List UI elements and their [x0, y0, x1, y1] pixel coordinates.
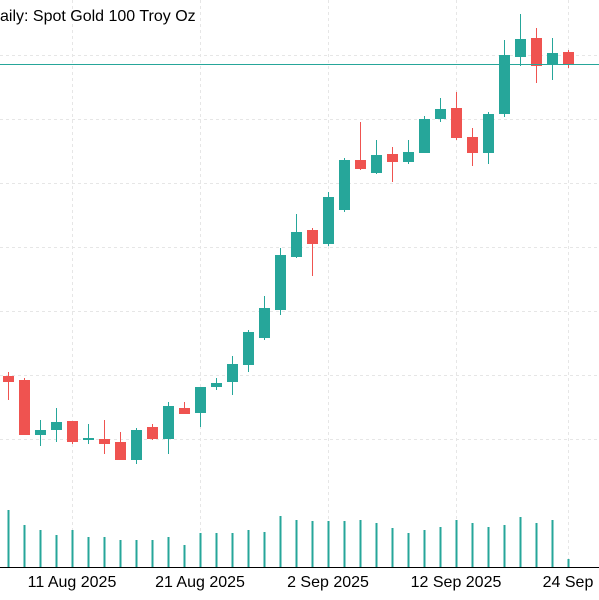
x-tick-label: 2 Sep 2025	[287, 574, 369, 591]
candle-body	[355, 160, 366, 169]
candle-body	[483, 114, 494, 153]
candle-body	[515, 39, 526, 57]
candle-body	[243, 332, 254, 365]
candle-body	[339, 160, 350, 210]
candle-body	[387, 154, 398, 162]
candle-body	[51, 422, 62, 430]
candle-body	[403, 152, 414, 162]
candle-body	[435, 109, 446, 119]
candle-body	[83, 438, 94, 440]
candle-body	[195, 387, 206, 413]
candle-body	[307, 230, 318, 244]
candle-body	[291, 232, 302, 257]
candle-body	[67, 421, 78, 442]
candle-body	[3, 376, 14, 382]
candle-body	[227, 364, 238, 382]
candle-body	[19, 380, 30, 435]
candle-body	[131, 430, 142, 460]
candle-body	[499, 55, 510, 114]
candle-body	[419, 119, 430, 153]
x-tick-label: 21 Aug 2025	[155, 574, 245, 591]
candle-body	[371, 155, 382, 173]
candle-body	[467, 137, 478, 153]
candle-body	[115, 442, 126, 460]
candle-body	[323, 197, 334, 244]
candle-body	[147, 427, 158, 439]
candle-body	[99, 439, 110, 444]
candle-body	[35, 430, 46, 435]
candle-body	[275, 255, 286, 310]
x-tick-label: 24 Sep	[543, 574, 594, 591]
x-tick-label: 11 Aug 2025	[28, 574, 117, 591]
candle-body	[563, 52, 574, 65]
chart-title: aily: Spot Gold 100 Troy Oz	[0, 8, 196, 25]
candle-body	[179, 408, 190, 414]
candle-body	[531, 38, 542, 66]
candle-body	[163, 406, 174, 439]
candle-body	[259, 308, 270, 338]
candle-body	[211, 383, 222, 387]
candle-body	[451, 108, 462, 138]
x-tick-label: 12 Sep 2025	[411, 574, 502, 591]
candle-body	[547, 53, 558, 65]
